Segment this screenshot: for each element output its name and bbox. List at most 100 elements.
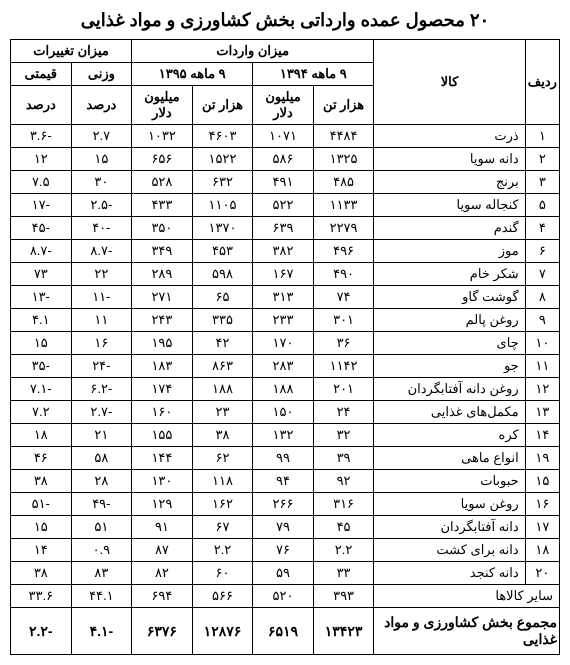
table-row: ۳برنج۴۸۵۴۹۱۶۳۲۵۲۸۳۰۷.۵ bbox=[11, 171, 560, 194]
table-cell: ۲۸۹ bbox=[132, 263, 193, 286]
table-cell: روغن پالم bbox=[374, 309, 525, 332]
table-cell: موز bbox=[374, 240, 525, 263]
table-cell: -۲.۲ bbox=[11, 608, 72, 655]
table-cell: ۹ bbox=[525, 309, 559, 332]
table-cell: ۵۶۶ bbox=[192, 585, 253, 608]
table-cell: ۱ bbox=[525, 125, 559, 148]
table-cell: ۳۵۰ bbox=[132, 217, 193, 240]
table-cell: ۱۳۲۵ bbox=[313, 148, 374, 171]
table-row: ۱۶روغن سویا۳۱۶۲۶۶۱۶۲۱۲۹-۴۹-۵۱ bbox=[11, 493, 560, 516]
table-cell: ۷۹ bbox=[253, 516, 314, 539]
table-cell: گندم bbox=[374, 217, 525, 240]
table-cell: کنجاله سویا bbox=[374, 194, 525, 217]
table-cell: دانه آفتابگردان bbox=[374, 516, 525, 539]
table-cell: ۹۲ bbox=[313, 470, 374, 493]
table-cell: مجموع بخش کشاورزی و مواد غذایی bbox=[374, 608, 560, 655]
imports-table: ردیف کالا میزان واردات میزان تغییرات ۹ م… bbox=[10, 39, 560, 655]
table-row: ۷شکر خام۴۹۰۱۶۷۵۹۸۲۸۹۲۲۷۳ bbox=[11, 263, 560, 286]
table-cell: ۱۷۰ bbox=[253, 332, 314, 355]
table-cell: ۵۸۶ bbox=[253, 148, 314, 171]
table-cell: دانه سویا bbox=[374, 148, 525, 171]
table-cell: ۲.۷ bbox=[71, 125, 132, 148]
table-cell: ۷ bbox=[525, 263, 559, 286]
table-row: ۱۷دانه آفتابگردان۴۵۷۹۶۷۹۱۵۱۱۵ bbox=[11, 516, 560, 539]
table-cell: ۶۳۹ bbox=[253, 217, 314, 240]
table-row: ۱۹انواع ماهی۳۹۹۹۶۲۱۴۴۵۸۴۶ bbox=[11, 447, 560, 470]
table-row: ۱۲روغن دانه آفتابگردان۲۰۱۱۸۸۱۸۸۱۷۴-۶.۲-۷… bbox=[11, 378, 560, 401]
table-cell: ۸۲ bbox=[132, 562, 193, 585]
hdr-changes: میزان تغییرات bbox=[11, 40, 132, 63]
table-cell: ۵۹ bbox=[253, 562, 314, 585]
table-cell: ۵۹۸ bbox=[192, 263, 253, 286]
table-cell: -۲۴ bbox=[71, 355, 132, 378]
table-cell: جو bbox=[374, 355, 525, 378]
table-cell: دانه برای کشت bbox=[374, 539, 525, 562]
table-cell: ۳۸ bbox=[192, 424, 253, 447]
table-cell: ذرت bbox=[374, 125, 525, 148]
hdr-value: قیمتی bbox=[11, 63, 72, 86]
table-cell: ۶۲ bbox=[192, 447, 253, 470]
table-title: ۲۰ محصول عمده وارداتی بخش کشاورزی و مواد… bbox=[10, 10, 560, 31]
table-cell: ۲۲۷۹ bbox=[313, 217, 374, 240]
table-cell: ۳۱۶ bbox=[313, 493, 374, 516]
table-cell: ۸۷ bbox=[132, 539, 193, 562]
table-cell: مکمل‌های غذایی bbox=[374, 401, 525, 424]
table-row: ۵کنجاله سویا۱۱۳۳۵۲۲۱۱۰۵۴۳۳-۲.۵-۱۷ bbox=[11, 194, 560, 217]
table-cell: ۴۳۳ bbox=[132, 194, 193, 217]
table-cell: روغن سویا bbox=[374, 493, 525, 516]
table-cell: ۳۳.۶ bbox=[11, 585, 72, 608]
table-cell: ۱۵ bbox=[11, 516, 72, 539]
table-cell: ۱۱ bbox=[525, 355, 559, 378]
table-cell: -۸.۷ bbox=[71, 240, 132, 263]
table-cell: -۴۵ bbox=[11, 217, 72, 240]
table-cell: دانه کنجد bbox=[374, 562, 525, 585]
table-cell: ۱۹۵ bbox=[132, 332, 193, 355]
table-cell: ۳۴۹ bbox=[132, 240, 193, 263]
table-cell: ۴۹۱ bbox=[253, 171, 314, 194]
table-cell: ۴۵۳ bbox=[192, 240, 253, 263]
table-cell: -۱۷ bbox=[11, 194, 72, 217]
table-cell: ۰.۹ bbox=[71, 539, 132, 562]
table-cell: -۴۹ bbox=[71, 493, 132, 516]
table-row: ۱۴کره۳۲۱۳۲۳۸۱۵۵۲۱۱۸ bbox=[11, 424, 560, 447]
table-cell: ۴۵ bbox=[313, 516, 374, 539]
table-cell: ۱۵۰ bbox=[253, 401, 314, 424]
table-row: ۱۰چای۳۶۱۷۰۴۲۱۹۵۱۶۱۵ bbox=[11, 332, 560, 355]
table-cell: ۶۵ bbox=[192, 286, 253, 309]
hdr-percent-1: درصد bbox=[71, 86, 132, 125]
table-cell: ۱۴ bbox=[525, 424, 559, 447]
table-cell: ۱۶۷ bbox=[253, 263, 314, 286]
table-cell: ۱۵ bbox=[71, 148, 132, 171]
hdr-import-amount: میزان واردات bbox=[132, 40, 374, 63]
hdr-million-dollar-2: میلیون دلار bbox=[132, 86, 193, 125]
table-cell: چای bbox=[374, 332, 525, 355]
table-cell: ۱۷۴ bbox=[132, 378, 193, 401]
table-cell: ۲.۲ bbox=[313, 539, 374, 562]
table-cell: ۳۰۱ bbox=[313, 309, 374, 332]
table-cell: ۹۴ bbox=[253, 470, 314, 493]
table-cell: ۱۱ bbox=[71, 309, 132, 332]
hdr-weight: وزنی bbox=[71, 63, 132, 86]
table-cell: -۱۳ bbox=[11, 286, 72, 309]
table-cell: برنج bbox=[374, 171, 525, 194]
table-cell: ۱۵ bbox=[525, 470, 559, 493]
table-cell: ۳۹ bbox=[313, 447, 374, 470]
table-cell: ۳۳۵ bbox=[192, 309, 253, 332]
table-row: ۹روغن پالم۳۰۱۲۳۳۳۳۵۲۴۳۱۱۴.۱ bbox=[11, 309, 560, 332]
table-cell: ۷.۲ bbox=[11, 401, 72, 424]
table-cell: ۶۰ bbox=[192, 562, 253, 585]
table-cell: ۱۰۳۲ bbox=[132, 125, 193, 148]
table-cell: ۵۲۰ bbox=[253, 585, 314, 608]
table-cell: ۱۰ bbox=[525, 332, 559, 355]
table-cell: ۴ bbox=[525, 217, 559, 240]
table-cell: ۳۸ bbox=[11, 470, 72, 493]
table-row: ۴گندم۲۲۷۹۶۳۹۱۳۷۰۳۵۰-۴۰-۴۵ bbox=[11, 217, 560, 240]
table-cell: -۷.۱ bbox=[11, 378, 72, 401]
table-cell: -۵۱ bbox=[11, 493, 72, 516]
table-cell: ۱۸۸ bbox=[253, 378, 314, 401]
table-row: ۱۸دانه برای کشت۲.۲۷۶۲.۲۸۷۰.۹۱۴ bbox=[11, 539, 560, 562]
table-cell: ۴۶ bbox=[11, 447, 72, 470]
hdr-percent-2: درصد bbox=[11, 86, 72, 125]
table-cell: ۳۱۳ bbox=[253, 286, 314, 309]
table-cell: ۴۲ bbox=[192, 332, 253, 355]
